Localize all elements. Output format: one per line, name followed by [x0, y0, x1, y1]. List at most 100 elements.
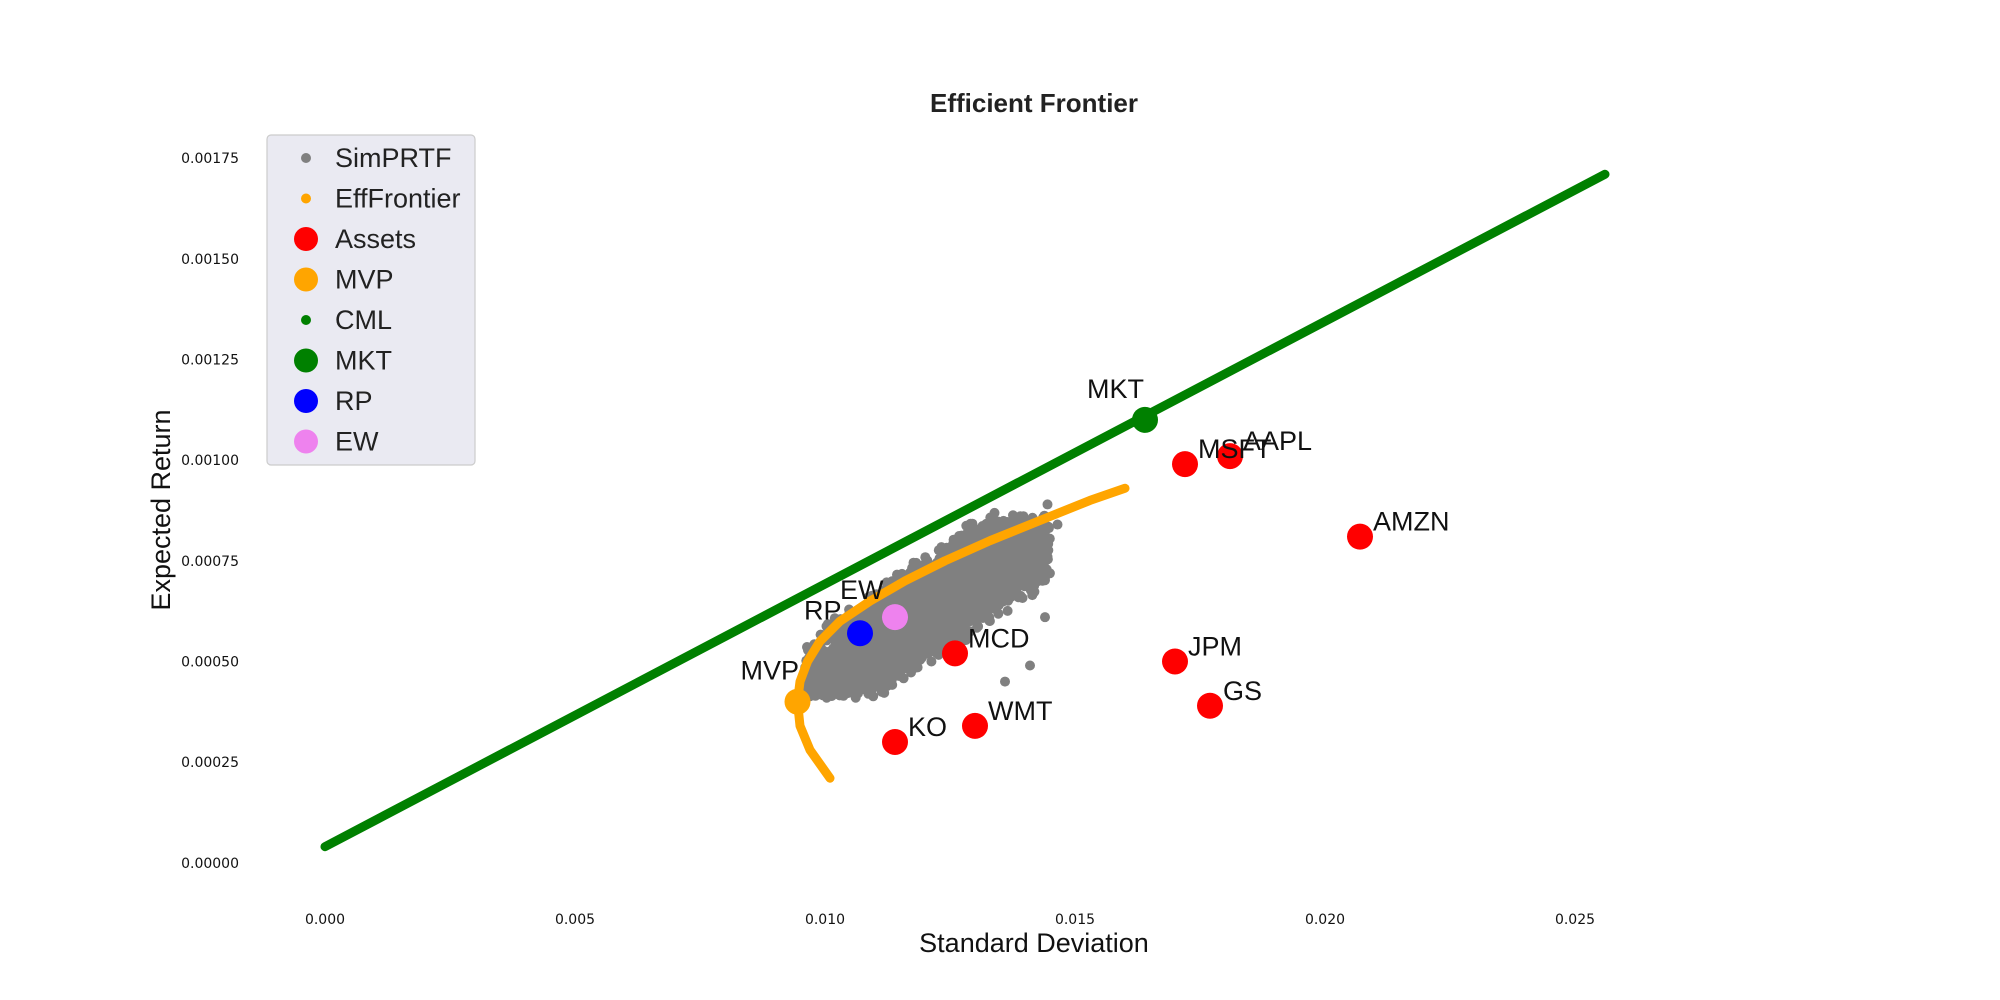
simprtf-point — [1010, 569, 1021, 580]
simprtf-point — [833, 668, 844, 679]
simprtf-point — [987, 587, 998, 597]
simprtf-point — [992, 547, 1003, 558]
legend-label-rp: RP — [335, 386, 373, 416]
simprtf-point — [996, 586, 1007, 597]
simprtf-point — [981, 518, 992, 529]
simprtf-point — [839, 626, 850, 637]
x-tick-label: 0.005 — [555, 912, 595, 928]
y-tick-label: 0.00150 — [181, 252, 239, 268]
asset-label-jpm: JPM — [1188, 631, 1242, 661]
simprtf-point — [887, 640, 898, 651]
simprtf-point — [913, 578, 924, 589]
simprtf-point — [823, 684, 834, 695]
asset-point-msft — [1172, 451, 1198, 478]
ew-label: EW — [840, 575, 884, 605]
simprtf-point — [984, 616, 995, 626]
simprtf-point — [1002, 542, 1013, 553]
y-axis-ticks: 0.00000 0.00025 0.00050 0.00075 0.00100 0.001… — [181, 151, 239, 872]
y-tick-label: 0.00050 — [181, 654, 239, 670]
legend-marker-cml — [301, 315, 311, 325]
simprtf-point — [963, 588, 973, 599]
simprtf-point — [830, 649, 841, 660]
simprtf-point — [1040, 612, 1050, 623]
simprtf-point — [928, 623, 939, 634]
simprtf-point — [976, 608, 987, 619]
legend-marker-assets — [294, 227, 318, 251]
legend-label-mvp: MVP — [335, 265, 394, 295]
simprtf-point — [961, 529, 972, 539]
x-tick-label: 0.000 — [305, 912, 345, 928]
simprtf-point — [823, 677, 834, 688]
simprtf-point — [920, 552, 931, 563]
asset-point-amzn — [1347, 523, 1373, 550]
legend-label-mkt: MKT — [335, 346, 392, 376]
legend-label-assets: Assets — [335, 224, 416, 254]
y-tick-label: 0.00125 — [181, 352, 239, 368]
simprtf-point — [911, 557, 922, 568]
simprtf-point — [959, 596, 970, 607]
simprtf-point — [992, 562, 1003, 573]
simprtf-point — [979, 565, 990, 576]
simprtf-point — [971, 574, 982, 585]
simprtf-point — [844, 659, 855, 670]
simprtf-point — [952, 627, 963, 637]
legend-marker-simprtf — [301, 153, 311, 163]
simprtf-point — [1032, 559, 1043, 570]
simprtf-point — [867, 661, 878, 672]
simprtf-point — [879, 687, 890, 698]
simprtf-point — [840, 637, 851, 648]
legend-label-simprtf: SimPRTF — [335, 143, 452, 173]
y-tick-label: 0.00100 — [181, 453, 239, 469]
simprtf-point — [1030, 575, 1040, 586]
simprtf-point — [873, 671, 884, 682]
legend-marker-efffrontier — [301, 193, 311, 204]
cml-series — [320, 169, 1610, 852]
asset-label-wmt: WMT — [988, 696, 1052, 726]
legend-marker-mkt — [294, 348, 318, 373]
simprtf-point — [1042, 551, 1053, 562]
simprtf-point — [997, 596, 1008, 607]
simprtf-point — [830, 637, 841, 648]
simprtf-point — [939, 603, 950, 614]
x-tick-label: 0.020 — [1305, 912, 1345, 928]
simprtf-point — [870, 650, 881, 661]
asset-point-gs — [1197, 692, 1223, 719]
y-tick-label: 0.00025 — [181, 755, 239, 771]
y-axis-label: Expected Return — [146, 409, 176, 610]
mkt-label: MKT — [1087, 374, 1144, 404]
simprtf-point — [974, 590, 984, 601]
asset-label-mcd: MCD — [968, 623, 1030, 653]
simprtf-point — [1000, 676, 1010, 687]
simprtf-point — [1015, 590, 1026, 601]
simprtf-point — [916, 633, 927, 644]
simprtf-point — [959, 634, 970, 645]
simprtf-point — [855, 650, 865, 661]
simprtf-point — [1025, 660, 1035, 671]
simprtf-point — [1009, 516, 1020, 527]
efficient-frontier-line — [793, 483, 1130, 783]
simprtf-point — [825, 660, 836, 671]
simprtf-point — [843, 682, 853, 693]
x-tick-label: 0.015 — [1055, 912, 1095, 928]
simprtf-point — [896, 659, 907, 670]
simprtf-point — [891, 630, 902, 641]
simprtf-point — [879, 640, 890, 651]
legend-marker-mvp — [294, 267, 318, 292]
simprtf-point — [904, 587, 914, 598]
simprtf-point — [1015, 542, 1026, 553]
x-axis-ticks: 0.000 0.005 0.010 0.015 0.020 0.025 — [305, 912, 1595, 928]
simprtf-point — [1021, 564, 1032, 575]
y-tick-label: 0.00075 — [181, 554, 239, 570]
simprtf-point — [886, 679, 897, 690]
simprtf-point — [968, 563, 979, 574]
asset-point-aapl — [1217, 443, 1243, 470]
simprtf-point — [1052, 519, 1063, 530]
simprtf-point — [973, 621, 984, 632]
asset-label-ko: KO — [908, 712, 947, 742]
ew-point — [882, 604, 908, 631]
simprtf-point — [989, 524, 1000, 535]
simprtf-point — [1042, 499, 1053, 510]
simprtf-point — [982, 548, 993, 558]
